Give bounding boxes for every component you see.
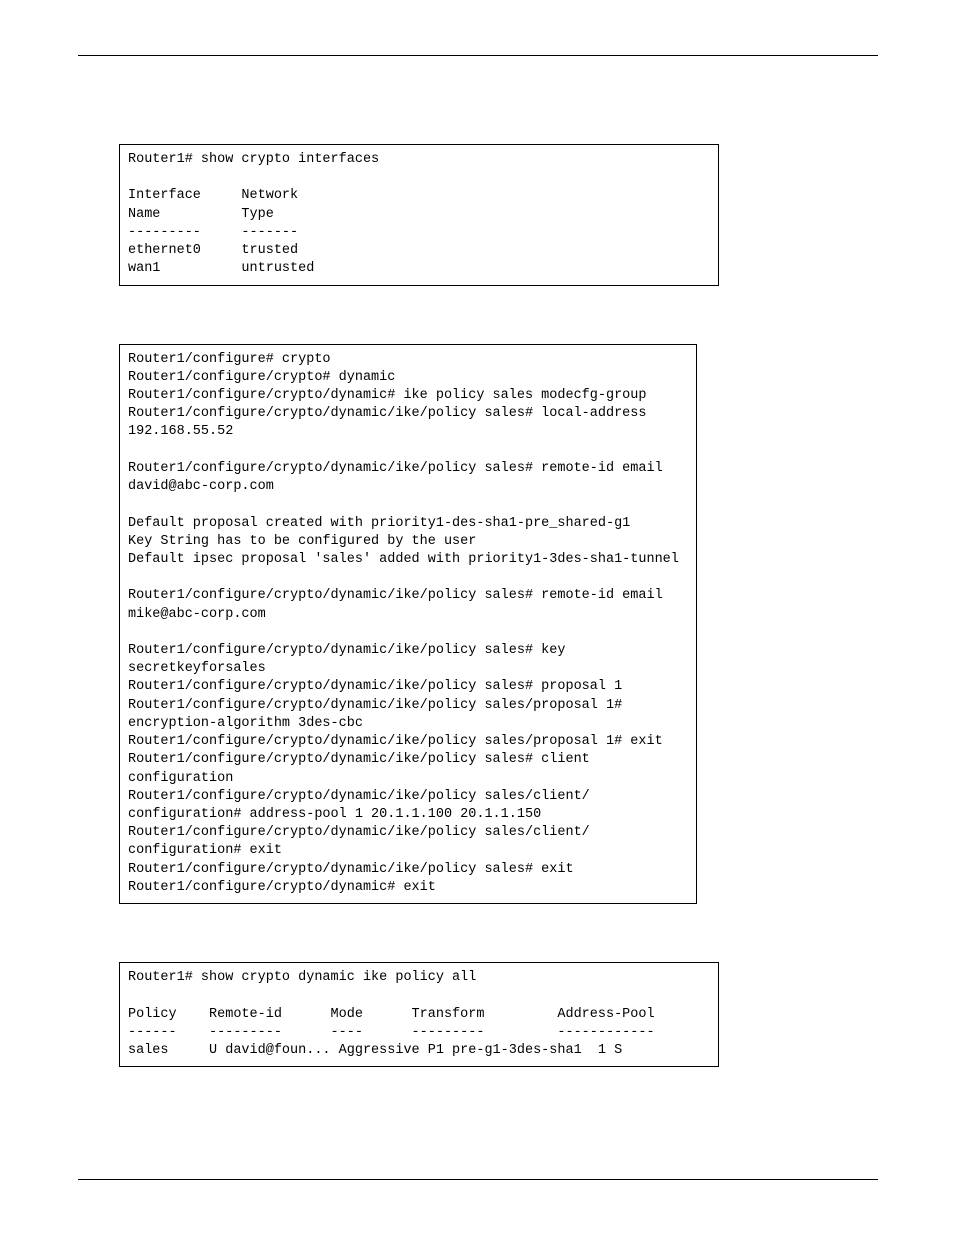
config-line: Router1/configure/crypto/dynamic/ike/pol… [128, 643, 565, 658]
config-line: mike@abc-corp.com [128, 607, 266, 622]
config-line: Router1/configure/crypto/dynamic# exit [128, 880, 436, 895]
output-row: Name Type [128, 207, 274, 222]
config-line: Router1/configure# crypto [128, 352, 331, 367]
output-row: Interface Network [128, 188, 298, 203]
config-line: Default ipsec proposal 'sales' added wit… [128, 552, 679, 567]
page-frame: Router1# show crypto interfaces Interfac… [78, 55, 878, 1180]
config-line: Default proposal created with priority1-… [128, 516, 630, 531]
config-line: 192.168.55.52 [128, 424, 233, 439]
output-row: ------ --------- ---- --------- --------… [128, 1025, 655, 1040]
output-row: wan1 untrusted [128, 261, 314, 276]
config-line: configuration [128, 771, 233, 786]
terminal-output-policy: Router1# show crypto dynamic ike policy … [119, 962, 719, 1067]
config-line: david@abc-corp.com [128, 479, 274, 494]
config-line: configuration# exit [128, 843, 282, 858]
terminal-output-interfaces: Router1# show crypto interfaces Interfac… [119, 144, 719, 286]
output-row: Policy Remote-id Mode Transform Address-… [128, 1007, 655, 1022]
config-line: Router1/configure/crypto/dynamic/ike/pol… [128, 862, 574, 877]
terminal-output-config: Router1/configure# crypto Router1/config… [119, 344, 697, 905]
config-line: secretkeyforsales [128, 661, 266, 676]
config-line: Router1/configure/crypto/dynamic/ike/pol… [128, 698, 622, 713]
output-row: sales U david@foun... Aggressive P1 pre-… [128, 1043, 622, 1058]
config-line: Router1/configure/crypto/dynamic/ike/pol… [128, 461, 663, 476]
config-line: encryption-algorithm 3des-cbc [128, 716, 363, 731]
output-row: --------- ------- [128, 225, 298, 240]
config-line: Router1/configure/crypto/dynamic/ike/pol… [128, 406, 646, 421]
config-line: Router1/configure/crypto# dynamic [128, 370, 395, 385]
config-line: Router1/configure/crypto/dynamic/ike/pol… [128, 789, 590, 804]
command-line: Router1# show crypto interfaces [128, 152, 379, 167]
config-line: Key String has to be configured by the u… [128, 534, 476, 549]
config-line: Router1/configure/crypto/dynamic/ike/pol… [128, 588, 663, 603]
config-line: configuration# address-pool 1 20.1.1.100… [128, 807, 541, 822]
config-line: Router1/configure/crypto/dynamic/ike/pol… [128, 752, 590, 767]
config-line: Router1/configure/crypto/dynamic/ike/pol… [128, 825, 590, 840]
config-line: Router1/configure/crypto/dynamic/ike/pol… [128, 734, 663, 749]
config-line: Router1/configure/crypto/dynamic# ike po… [128, 388, 646, 403]
output-row: ethernet0 trusted [128, 243, 298, 258]
command-line: Router1# show crypto dynamic ike policy … [128, 970, 476, 985]
config-line: Router1/configure/crypto/dynamic/ike/pol… [128, 679, 622, 694]
